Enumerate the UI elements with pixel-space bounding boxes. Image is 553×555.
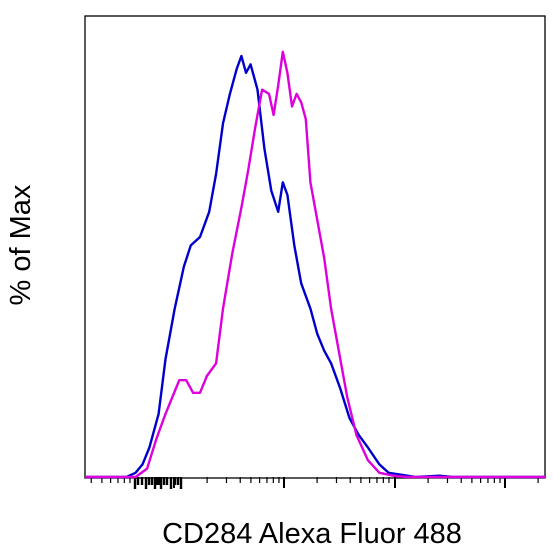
series-line-2 <box>85 50 545 479</box>
y-axis-label: % of Max <box>5 184 37 305</box>
series-line-1 <box>85 54 545 479</box>
plot-frame <box>84 15 546 479</box>
series-layer <box>85 50 545 479</box>
x-axis-ticks <box>90 477 539 489</box>
x-axis-label: CD284 Alexa Fluor 488 <box>162 518 462 550</box>
